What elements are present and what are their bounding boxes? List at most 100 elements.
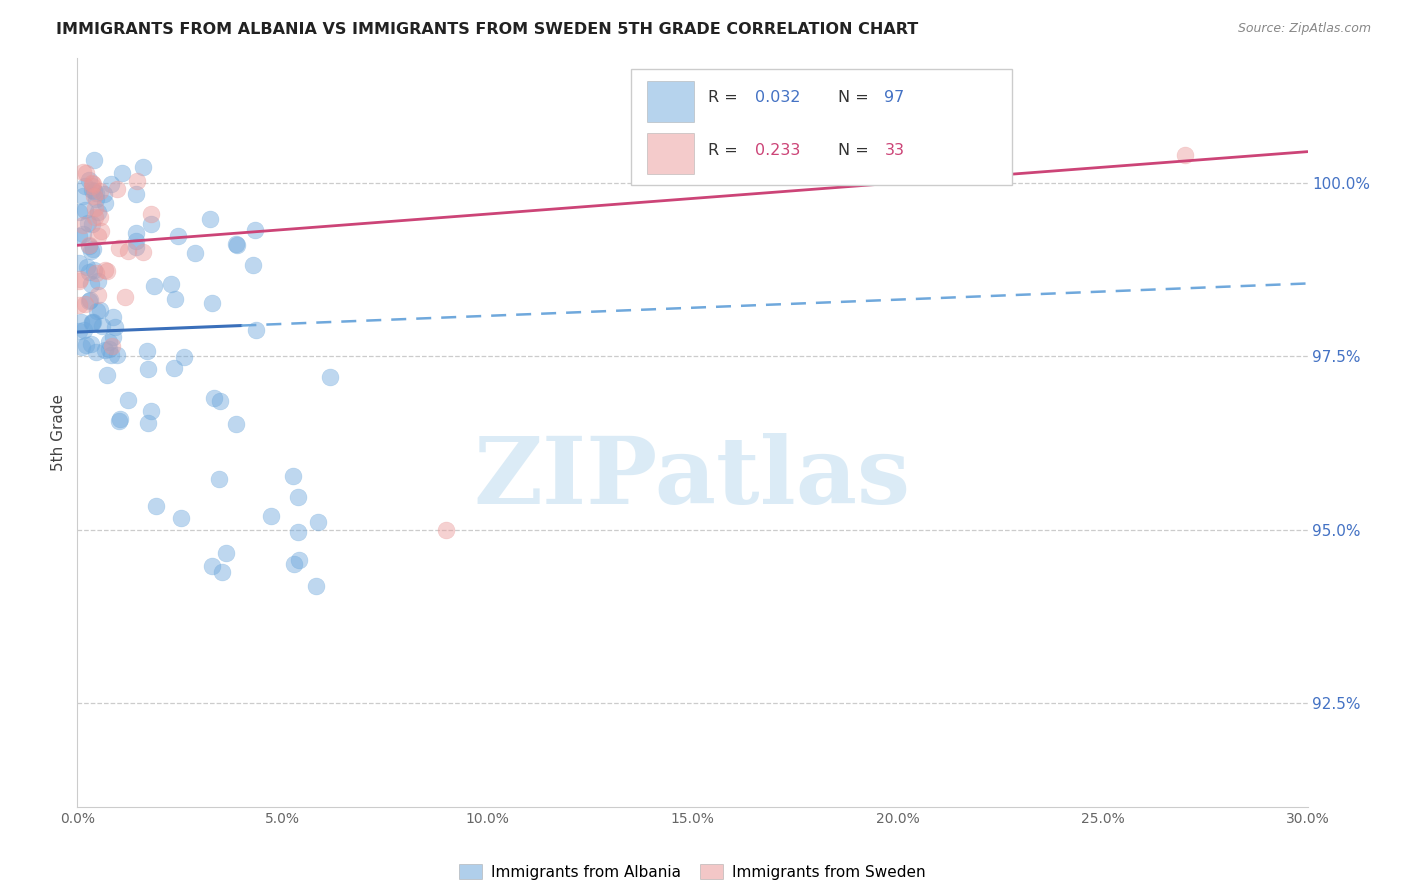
Point bbox=[82, 177, 104, 191]
Point bbox=[77, 173, 100, 187]
Point bbox=[139, 404, 162, 418]
Point bbox=[89, 302, 111, 317]
Point bbox=[67, 256, 90, 270]
Point bbox=[208, 472, 231, 486]
Point bbox=[170, 511, 193, 525]
Point bbox=[208, 393, 231, 408]
Point bbox=[202, 391, 225, 405]
Point bbox=[87, 204, 110, 219]
Point bbox=[70, 315, 93, 329]
Point bbox=[214, 546, 236, 560]
Point bbox=[124, 186, 146, 201]
Point bbox=[77, 237, 100, 252]
Point bbox=[82, 176, 104, 190]
Point bbox=[287, 524, 309, 539]
Text: N =: N = bbox=[838, 143, 873, 158]
Point bbox=[117, 393, 139, 408]
Point bbox=[77, 215, 100, 229]
Point bbox=[105, 181, 128, 195]
Text: R =: R = bbox=[709, 143, 744, 158]
Point bbox=[125, 240, 148, 254]
Point bbox=[166, 229, 188, 244]
Point bbox=[108, 414, 131, 428]
Point bbox=[80, 277, 103, 291]
Point bbox=[225, 237, 247, 252]
Text: 0.233: 0.233 bbox=[755, 143, 800, 158]
Point bbox=[103, 319, 125, 334]
Point bbox=[305, 578, 328, 592]
Point bbox=[139, 207, 162, 221]
Point bbox=[138, 362, 160, 376]
Point bbox=[226, 238, 249, 252]
Point bbox=[67, 228, 90, 243]
Point bbox=[283, 557, 305, 571]
Point bbox=[82, 316, 104, 330]
Point bbox=[91, 319, 114, 334]
Point bbox=[87, 229, 110, 244]
Point bbox=[94, 196, 117, 211]
Point bbox=[105, 348, 128, 362]
Point bbox=[72, 189, 94, 203]
Point bbox=[139, 217, 162, 231]
Point bbox=[75, 297, 97, 311]
Point bbox=[93, 186, 115, 201]
Point bbox=[100, 177, 122, 191]
Point bbox=[114, 290, 136, 304]
Text: 33: 33 bbox=[884, 143, 904, 158]
Point bbox=[67, 274, 90, 288]
Point bbox=[93, 343, 115, 357]
Point bbox=[143, 278, 166, 293]
Point bbox=[184, 245, 207, 260]
Point bbox=[83, 210, 105, 224]
Point bbox=[86, 304, 108, 318]
Point bbox=[163, 361, 186, 376]
Point bbox=[287, 490, 309, 504]
Legend: Immigrants from Albania, Immigrants from Sweden: Immigrants from Albania, Immigrants from… bbox=[453, 857, 932, 886]
Point bbox=[77, 238, 100, 252]
Point bbox=[1174, 148, 1197, 162]
Point bbox=[103, 310, 125, 324]
Point bbox=[125, 234, 148, 248]
Point bbox=[173, 350, 195, 364]
Point bbox=[436, 523, 458, 537]
Point bbox=[110, 412, 132, 426]
Point bbox=[80, 336, 103, 351]
Point bbox=[96, 263, 118, 277]
Point bbox=[160, 277, 183, 292]
Point bbox=[72, 227, 94, 241]
Point bbox=[97, 335, 120, 350]
Point bbox=[211, 565, 233, 579]
Point bbox=[132, 160, 155, 174]
Point bbox=[165, 292, 187, 306]
Point bbox=[132, 244, 155, 259]
Point bbox=[111, 166, 134, 180]
Point bbox=[97, 342, 120, 356]
Point bbox=[319, 370, 342, 384]
Point bbox=[79, 244, 101, 258]
FancyBboxPatch shape bbox=[631, 70, 1012, 186]
Point bbox=[243, 223, 266, 237]
FancyBboxPatch shape bbox=[647, 133, 693, 175]
Point bbox=[69, 271, 91, 285]
Point bbox=[77, 294, 100, 309]
Point bbox=[73, 202, 96, 217]
Point bbox=[89, 210, 111, 224]
Point bbox=[138, 417, 160, 431]
Point bbox=[288, 553, 311, 567]
Text: Source: ZipAtlas.com: Source: ZipAtlas.com bbox=[1237, 22, 1371, 36]
Point bbox=[245, 323, 267, 337]
Point bbox=[201, 295, 224, 310]
Point bbox=[82, 315, 104, 329]
Point bbox=[82, 242, 104, 256]
Text: 0.032: 0.032 bbox=[755, 90, 800, 105]
Point bbox=[87, 288, 110, 302]
Point bbox=[96, 368, 118, 383]
Point bbox=[72, 218, 94, 232]
Point bbox=[225, 417, 247, 431]
Point bbox=[125, 173, 148, 187]
Point bbox=[87, 274, 110, 288]
Point bbox=[101, 330, 124, 344]
Point bbox=[67, 324, 90, 338]
Point bbox=[125, 226, 148, 240]
Point bbox=[75, 166, 97, 180]
